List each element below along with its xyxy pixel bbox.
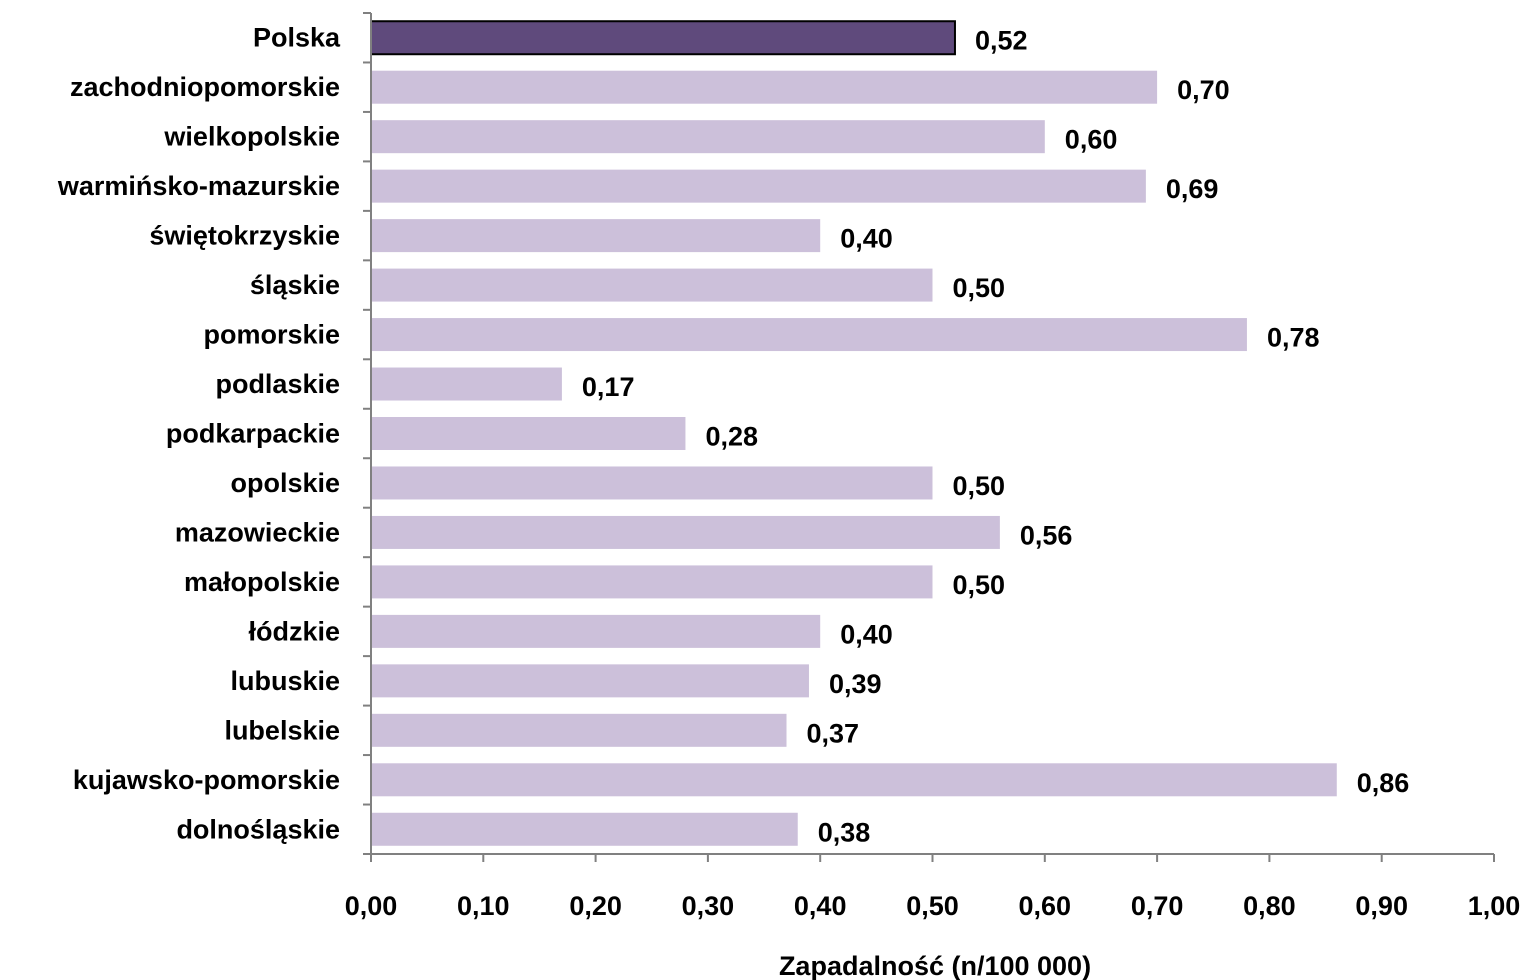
data-label: 0,70 [1177, 75, 1230, 105]
bar [371, 664, 809, 698]
x-tick-label: 0,80 [1243, 891, 1296, 921]
bar [371, 515, 1000, 549]
x-tick-label: 0,60 [1019, 891, 1072, 921]
x-axis-title: Zapadalność (n/100 000) [779, 951, 1091, 980]
x-tick-label: 1,00 [1468, 891, 1521, 921]
bar [371, 614, 821, 648]
category-label: kujawsko-pomorskie [73, 765, 340, 795]
bar [371, 466, 933, 500]
data-label: 0,50 [953, 570, 1006, 600]
x-tick-label: 0,70 [1131, 891, 1184, 921]
bar [371, 763, 1337, 797]
bar [371, 169, 1146, 203]
data-label: 0,40 [840, 619, 893, 649]
category-label: opolskie [230, 468, 340, 498]
bar [371, 318, 1247, 352]
data-label: 0,17 [582, 372, 635, 402]
x-tick-label: 0,00 [345, 891, 398, 921]
category-label: zachodniopomorskie [70, 72, 340, 102]
bar [371, 70, 1158, 104]
data-label: 0,50 [953, 273, 1006, 303]
category-label: lubelskie [224, 715, 340, 745]
bar [371, 120, 1045, 154]
data-label: 0,39 [829, 669, 882, 699]
bar [371, 268, 933, 302]
category-label: świętokrzyskie [149, 221, 340, 251]
data-label: 0,28 [705, 422, 758, 452]
bar [371, 417, 686, 450]
x-tick-label: 0,90 [1355, 891, 1408, 921]
category-label: warmińsko-mazurskie [57, 171, 340, 201]
category-label: mazowieckie [175, 517, 340, 547]
category-label: dolnośląskie [176, 814, 340, 844]
data-label: 0,60 [1065, 125, 1118, 155]
category-label: podlaskie [215, 369, 340, 399]
bars-group [370, 20, 1337, 846]
category-label: pomorskie [203, 320, 340, 350]
category-label: łódzkie [248, 616, 340, 646]
data-label: 0,38 [818, 817, 871, 847]
category-label: lubuskie [230, 666, 340, 696]
bar [371, 812, 798, 846]
data-label: 0,56 [1020, 520, 1073, 550]
category-label: małopolskie [184, 567, 340, 597]
x-tick-label: 0,20 [569, 891, 622, 921]
data-label: 0,52 [975, 26, 1028, 56]
bar [371, 367, 562, 401]
bar [370, 20, 956, 56]
x-tick-label: 0,10 [457, 891, 510, 921]
bar [371, 713, 787, 747]
category-label: wielkopolskie [163, 122, 340, 152]
data-label: 0,50 [953, 471, 1006, 501]
data-label: 0,40 [840, 224, 893, 254]
x-tick-label: 0,30 [682, 891, 735, 921]
category-label: podkarpackie [166, 419, 340, 449]
labels-group: Polska 0,52 zachodniopomorskie 0,70 wielkopo… [57, 23, 1520, 921]
bar [371, 219, 821, 253]
data-label: 0,37 [807, 718, 860, 748]
bar [371, 565, 933, 599]
x-tick-label: 0,50 [906, 891, 959, 921]
data-label: 0,78 [1267, 323, 1320, 353]
axes-group [363, 12, 1495, 862]
data-label: 0,86 [1357, 768, 1410, 798]
category-label: śląskie [250, 270, 340, 300]
category-label: Polska [253, 23, 341, 53]
x-tick-label: 0,40 [794, 891, 847, 921]
data-label: 0,69 [1166, 174, 1219, 204]
